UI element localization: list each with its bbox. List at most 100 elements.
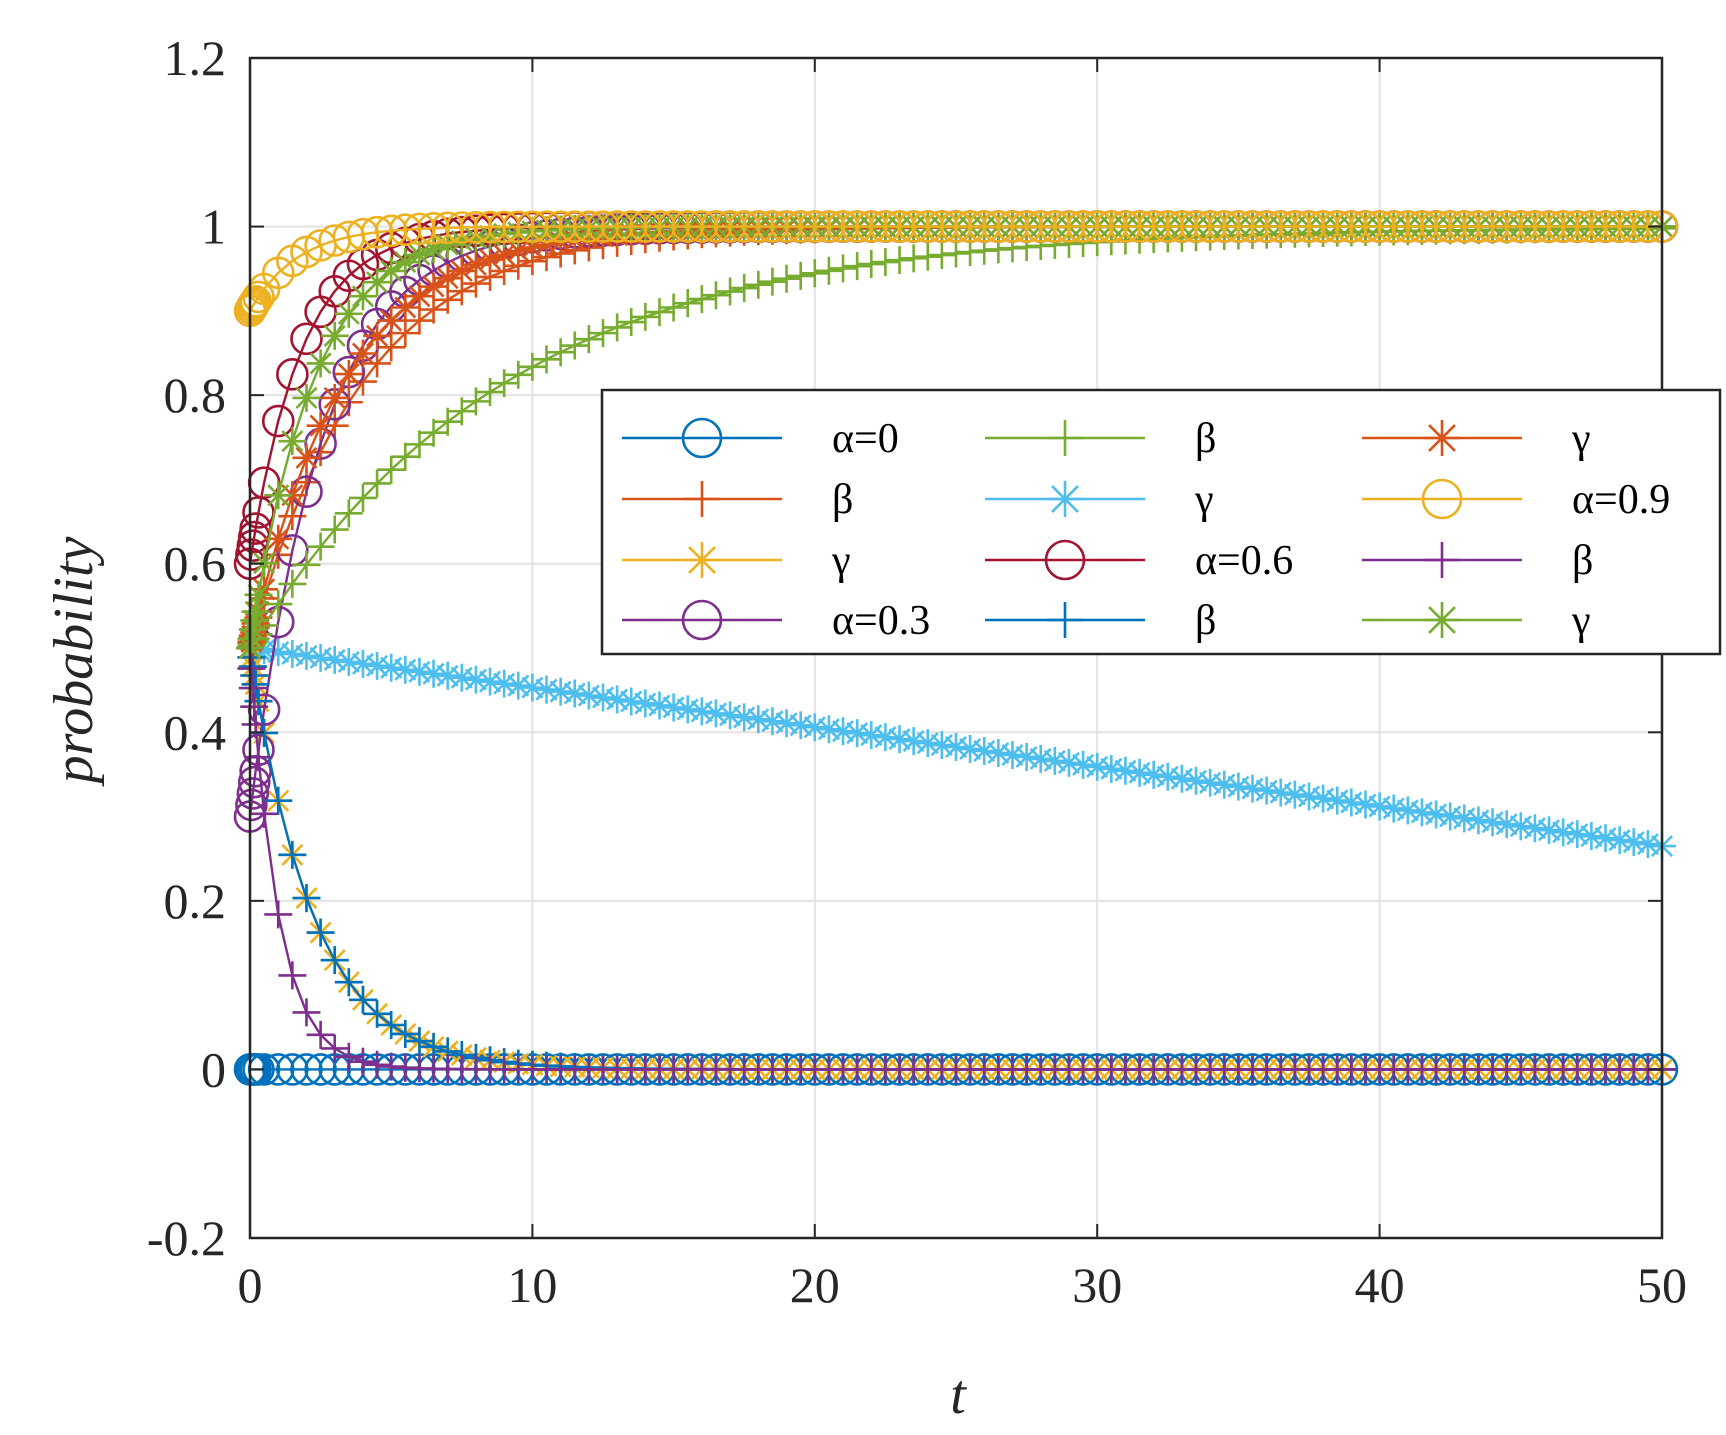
data-point-marker (320, 946, 349, 975)
data-point-marker (504, 236, 533, 265)
data-point-marker (1080, 210, 1114, 243)
series-3 (236, 634, 1676, 1084)
data-point-marker (942, 239, 970, 268)
data-point-marker (320, 321, 349, 350)
data-point-marker (681, 417, 723, 459)
data-point-marker (1024, 210, 1058, 243)
legend-entry: β (622, 477, 853, 523)
data-point-marker (1335, 210, 1368, 243)
data-point-marker (374, 214, 408, 248)
data-point-marker (956, 735, 985, 764)
data-point-marker (250, 799, 279, 828)
data-point-marker (334, 499, 363, 528)
data-point-marker (982, 210, 1015, 243)
data-point-marker (1069, 750, 1098, 779)
data-point-marker (461, 224, 490, 253)
data-point-marker (278, 961, 307, 990)
legend-label: β (1195, 598, 1216, 644)
legend-label: γ (831, 538, 851, 584)
data-point-marker (927, 241, 956, 270)
series-8 (236, 634, 1676, 1084)
data-point-marker (671, 210, 705, 243)
data-point-marker (320, 1034, 349, 1063)
data-point-marker (235, 788, 268, 822)
data-point-marker (241, 597, 270, 626)
data-point-marker (684, 481, 720, 517)
data-point-marker (241, 710, 270, 739)
data-point-marker (490, 669, 519, 698)
data-point-marker (758, 267, 787, 296)
data-point-marker (292, 383, 321, 412)
data-point-marker (1010, 210, 1043, 243)
data-point-marker (447, 226, 476, 255)
legend-entry: β (985, 598, 1216, 644)
data-point-marker (278, 427, 307, 456)
data-point-marker (1448, 210, 1481, 243)
legend-entry: β (1362, 538, 1593, 584)
data-point-marker (600, 210, 634, 243)
data-point-marker (348, 1047, 377, 1076)
data-point-marker (572, 210, 606, 243)
data-point-marker (617, 687, 646, 716)
data-point-marker (913, 242, 942, 271)
data-point-marker (673, 289, 702, 318)
data-point-marker (885, 246, 914, 275)
data-point-marker (1095, 210, 1128, 243)
data-point-marker (532, 345, 561, 374)
data-point-marker (786, 261, 815, 290)
data-point-marker (238, 615, 267, 644)
data-point-marker (1436, 802, 1465, 831)
data-point-marker (250, 549, 279, 578)
data-point-marker (363, 321, 392, 350)
data-point-marker (237, 624, 266, 653)
data-point-marker (1421, 478, 1463, 520)
data-point-marker (631, 302, 660, 331)
data-point-marker (1083, 752, 1112, 781)
data-point-marker (516, 210, 549, 244)
data-point-marker (1405, 210, 1439, 243)
data-point-marker (320, 383, 349, 412)
data-point-marker (970, 736, 999, 765)
data-point-marker (730, 274, 759, 303)
data-point-marker (684, 542, 720, 578)
data-point-marker (843, 719, 872, 748)
legend-entry: α=0.9 (1362, 477, 1670, 523)
data-point-marker (532, 230, 561, 259)
data-point-marker (292, 641, 321, 670)
data-point-marker (657, 210, 690, 243)
legend-label: α=0 (832, 416, 899, 462)
data-point-marker (758, 707, 787, 736)
y-tick-label: 1.2 (164, 30, 227, 86)
data-point-marker (363, 1050, 392, 1079)
data-point-marker (363, 349, 392, 378)
data-point-marker (673, 695, 702, 724)
data-point-marker (1295, 782, 1323, 811)
data-point-marker (278, 639, 307, 668)
data-point-marker (857, 721, 886, 750)
data-point-marker (1097, 754, 1126, 783)
data-point-marker (800, 259, 829, 288)
data-point-marker (1546, 210, 1580, 243)
data-point-marker (320, 515, 349, 544)
data-point-marker (250, 635, 279, 664)
data-point-marker (1278, 210, 1312, 243)
data-point-marker (614, 210, 648, 243)
series-6 (236, 634, 1676, 861)
data-point-marker (1292, 210, 1326, 243)
data-point-marker (377, 306, 406, 335)
data-point-marker (306, 918, 335, 947)
data-point-marker (391, 319, 420, 348)
data-point-marker (1424, 420, 1460, 456)
data-point-marker (292, 884, 321, 913)
data-point-marker (1179, 210, 1213, 243)
data-point-marker (532, 675, 561, 704)
legend-label: α=0.9 (1572, 477, 1670, 523)
data-point-marker (236, 777, 270, 810)
legend-label: γ (1571, 416, 1591, 462)
data-point-marker (953, 210, 987, 243)
data-point-marker (518, 673, 547, 702)
data-point-marker (925, 210, 959, 243)
data-point-marker (240, 606, 269, 635)
data-point-marker (304, 1053, 337, 1086)
data-point-marker (1125, 758, 1154, 787)
